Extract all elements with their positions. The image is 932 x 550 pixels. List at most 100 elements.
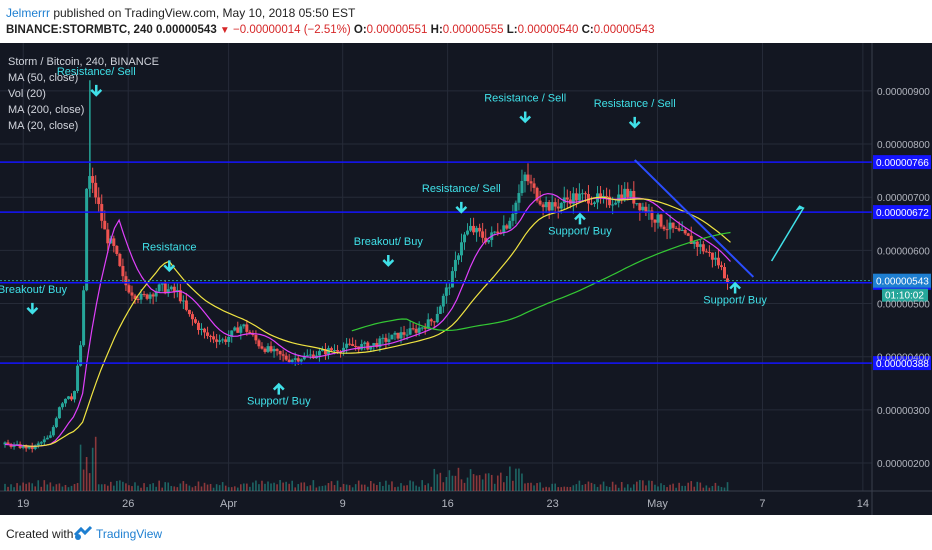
candle-body [686, 233, 690, 236]
down-arrow-icon [26, 302, 39, 315]
candle-body [254, 335, 258, 341]
candle-body [305, 355, 309, 357]
candle-body [263, 348, 267, 352]
volume-bar [672, 483, 674, 491]
candle-body [393, 332, 397, 335]
volume-bar [324, 485, 327, 491]
candle-body [24, 445, 28, 449]
candle-body [48, 435, 52, 438]
volume-bar [536, 483, 538, 491]
candle-body [701, 244, 705, 252]
candle-body [556, 206, 560, 209]
volume-bar [140, 487, 142, 491]
price-chart[interactable]: 0.000007660.000006720.000005390.00000388… [0, 43, 932, 515]
candle-body [577, 193, 581, 201]
candle-body [423, 327, 427, 329]
chart-area[interactable]: 0.000007660.000006720.000005390.00000388… [0, 43, 932, 515]
candle-body [73, 390, 77, 400]
volume-bar [457, 467, 460, 491]
volume-bar [10, 484, 12, 491]
volume-bar [221, 482, 224, 491]
candle-body [466, 230, 470, 235]
volume-bar [400, 483, 402, 491]
legend-item: Vol (20) [8, 88, 46, 100]
candle-body [481, 231, 485, 238]
volume-bar [351, 487, 354, 491]
symbol-label[interactable]: BINANCE:STORMBTC, 240 [6, 24, 153, 36]
y-tick-label: 0.00000200 [877, 459, 930, 470]
candle-body [317, 351, 321, 356]
candle-body [375, 343, 379, 348]
volume-bar [188, 485, 191, 491]
volume-bar [533, 485, 535, 491]
volume-bar [330, 481, 333, 491]
candle-body [602, 195, 606, 198]
volume-bar [261, 480, 263, 491]
candle-body [257, 340, 261, 347]
candle-body [538, 200, 542, 205]
candle-body [9, 444, 13, 447]
candle-body [698, 244, 702, 247]
volume-bar [521, 473, 523, 491]
candle-body [296, 358, 300, 362]
volume-bar [88, 473, 91, 491]
volume-bar [599, 484, 602, 491]
candle-body [608, 196, 612, 206]
volume-bar [503, 482, 505, 491]
volume-bar [122, 481, 124, 491]
volume-bar [376, 485, 378, 491]
candle-body [674, 227, 678, 229]
volume-bar [49, 482, 52, 491]
tradingview-link[interactable]: TradingView [96, 527, 163, 541]
candle-body [399, 332, 403, 339]
volume-bar [357, 480, 360, 491]
candle-body [396, 332, 400, 339]
volume-bar [681, 485, 683, 491]
candle-body [284, 355, 288, 360]
low-value: 0.00000540 [517, 24, 579, 36]
candle-body [278, 350, 282, 355]
candle-body [27, 445, 31, 449]
candle-body [269, 346, 273, 352]
candle-body [187, 309, 191, 315]
candle-body [629, 191, 633, 197]
candle-body [472, 225, 476, 233]
volume-bar [131, 486, 133, 491]
candle-body [453, 259, 457, 272]
volume-bar [297, 484, 300, 491]
candle-body [97, 197, 101, 205]
volume-bar [496, 475, 499, 491]
volume-bar [146, 487, 148, 491]
candle-body [91, 176, 95, 183]
author-link[interactable]: Jelmerrr [6, 6, 50, 20]
candle-body [287, 359, 291, 363]
volume-bar [445, 477, 448, 491]
candle-body [151, 294, 155, 297]
volume-bar [34, 486, 37, 491]
candle-body [242, 324, 246, 327]
publish-line: Jelmerrr published on TradingView.com, M… [6, 6, 355, 20]
candle-body [378, 338, 382, 348]
volume-bar [587, 481, 590, 491]
candle-body [710, 252, 714, 260]
trend-line [634, 159, 755, 278]
volume-bar [551, 483, 553, 491]
candle-body [478, 227, 482, 232]
volume-bar [37, 480, 40, 491]
volume-bar [321, 485, 324, 491]
volume-bar [690, 481, 693, 491]
candle-body [623, 188, 627, 201]
candle-body [695, 241, 699, 247]
volume-bar [639, 480, 641, 491]
volume-bar [430, 486, 433, 491]
volume-bar [152, 483, 154, 491]
candle-body [157, 284, 161, 292]
volume-bar [714, 482, 717, 491]
volume-bar [717, 485, 720, 491]
y-tick-label: 0.00000600 [877, 246, 930, 257]
volume-bar [633, 484, 635, 491]
candle-body [239, 326, 243, 333]
candle-body [689, 235, 693, 244]
volume-bar [581, 484, 584, 491]
x-tick-label: 26 [122, 498, 134, 510]
